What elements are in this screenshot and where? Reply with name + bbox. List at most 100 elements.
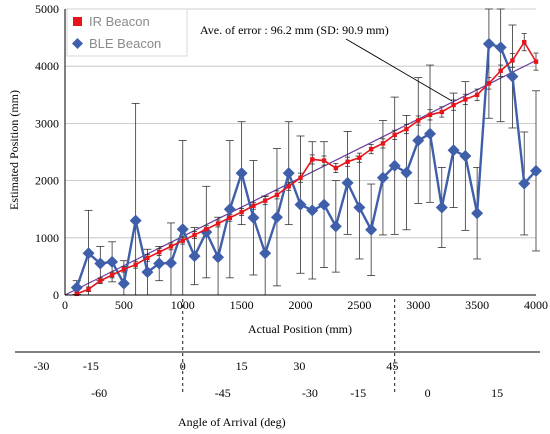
ble-point [129,214,142,227]
ble-point [106,255,119,268]
angle-tick-label: 0 [180,359,186,373]
ir-point [392,132,397,138]
x-tick-label: 3000 [406,298,430,312]
ir-point [463,97,468,102]
ble-point [164,256,177,269]
x-axis-label: Actual Position (mm) [248,322,352,336]
ble-point [400,166,413,179]
ir-point [121,267,127,272]
x-tick-label: 2000 [289,298,313,312]
ir-point [474,92,480,97]
angle-tick-label: 0 [425,386,431,400]
annotation-arrow-line [345,38,453,102]
y-tick-label: 3000 [35,116,59,130]
angle-tick-label: -60 [91,386,107,400]
ble-point [82,247,95,260]
ble-point [412,134,425,147]
ir-point [357,155,362,160]
ble-point [471,207,484,220]
ble-point [530,164,542,177]
angle-tick-label: -30 [302,386,318,400]
ble-point [459,150,472,163]
y-tick-label: 0 [53,288,59,302]
ir-point [533,59,539,64]
legend-ble-marker [72,38,83,49]
legend: IR Beacon BLE Beacon [66,8,188,57]
angle-tick-label: 45 [386,359,398,373]
ble-point [282,167,295,180]
ir-point [74,291,79,297]
ble-point [94,257,107,270]
ir-point [427,112,433,118]
x-tick-label: 0 [62,298,68,312]
ble-series [70,37,542,294]
angle-tick-label: 15 [236,359,248,373]
ble-point [506,70,519,83]
ir-series-line [76,41,537,295]
ble-point [70,281,83,294]
y-tick-label: 1000 [35,231,59,245]
ble-point [518,177,531,190]
ir-point [333,165,339,171]
ir-point [404,126,409,132]
ir-point [145,255,150,261]
ble-point [424,127,437,140]
ir-point [416,118,421,123]
ir-point [133,262,138,267]
ble-errorbar [178,140,187,296]
ble-point [341,176,354,189]
y-tick-labels: 0 1000 2000 3000 4000 5000 [35,2,59,302]
ble-point [329,220,342,233]
ble-point [259,247,272,260]
x-tick-label: 3500 [465,298,489,312]
ir-point [498,68,503,73]
ir-point [486,81,492,86]
ir-point [439,109,444,115]
x-tick-label: 500 [115,298,133,312]
ir-point [227,215,233,220]
legend-ble-label: BLE Beacon [89,36,161,51]
x-tick-label: 2500 [347,298,371,312]
ir-point [274,192,280,198]
ble-series-line [75,42,537,288]
ble-point [141,266,154,279]
ble-point [294,198,307,211]
ir-point [157,249,162,255]
angle-tick-label: 30 [293,359,305,373]
ir-point [109,272,115,278]
ble-errorbar [484,8,493,119]
ir-series [74,39,539,297]
ir-point [180,238,185,243]
y-tick-label: 2000 [35,174,59,188]
ble-point [212,251,225,264]
annotation-text: Ave. of error : 96.2 mm (SD: 90.9 mm) [200,23,389,37]
ir-point [380,141,386,146]
ir-point [192,232,197,238]
angle-tick-label: 15 [491,386,503,400]
ir-point [451,102,456,108]
ir-point [239,209,244,215]
axes [64,9,536,296]
ir-point [522,39,527,45]
ble-point [318,198,331,211]
legend-box [66,8,188,57]
ble-point [223,203,236,216]
legend-ir-label: IR Beacon [89,14,150,29]
ir-point [204,227,209,232]
ble-point [376,171,389,184]
secondary-axis-label: Angle of Arrival (deg) [178,415,286,429]
ir-point [215,221,221,226]
angle-tick-label: -15 [350,386,366,400]
ble-point [447,144,460,157]
ble-point [270,211,283,224]
ir-point [251,203,256,208]
ir-point [86,287,91,292]
ir-point [510,58,515,63]
ir-point [321,158,327,163]
ble-point [353,201,366,214]
x-tick-label: 1500 [230,298,254,312]
y-tick-label: 5000 [35,2,59,16]
ble-point [235,167,248,180]
